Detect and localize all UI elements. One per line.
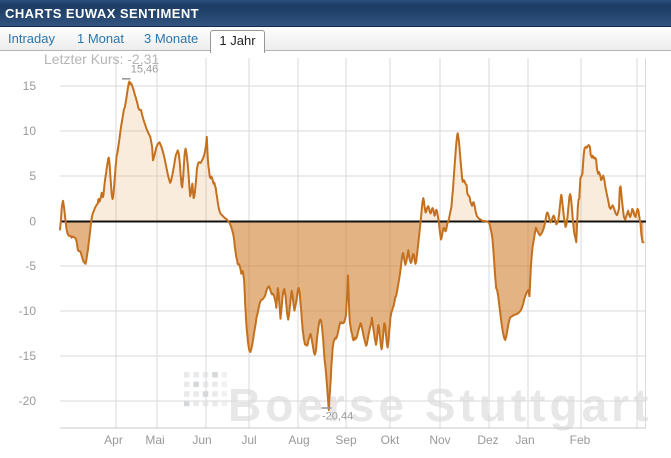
svg-text:15,46: 15,46 — [131, 64, 159, 76]
svg-text:5: 5 — [29, 169, 36, 183]
svg-text:15: 15 — [23, 79, 37, 93]
svg-text:-15: -15 — [19, 349, 37, 363]
svg-text:Aug: Aug — [288, 433, 309, 447]
svg-text:Sep: Sep — [335, 433, 357, 447]
svg-text:Nov: Nov — [429, 433, 450, 447]
svg-text:Apr: Apr — [104, 433, 123, 447]
svg-text:-5: -5 — [25, 259, 36, 273]
svg-text:Dez: Dez — [477, 433, 498, 447]
svg-text:10: 10 — [23, 124, 37, 138]
svg-text:Feb: Feb — [570, 433, 591, 447]
svg-text:-10: -10 — [19, 304, 37, 318]
svg-text:Letzter Kurs: -2,31: Letzter Kurs: -2,31 — [44, 51, 159, 67]
svg-text:0: 0 — [29, 215, 36, 229]
svg-text:Jan: Jan — [515, 433, 534, 447]
svg-text:Jul: Jul — [241, 433, 256, 447]
svg-text:Mai: Mai — [145, 433, 164, 447]
svg-text:Okt: Okt — [381, 433, 400, 447]
svg-text:-20: -20 — [19, 394, 37, 408]
svg-text:-20,44: -20,44 — [322, 411, 353, 423]
svg-text:Jun: Jun — [192, 433, 211, 447]
